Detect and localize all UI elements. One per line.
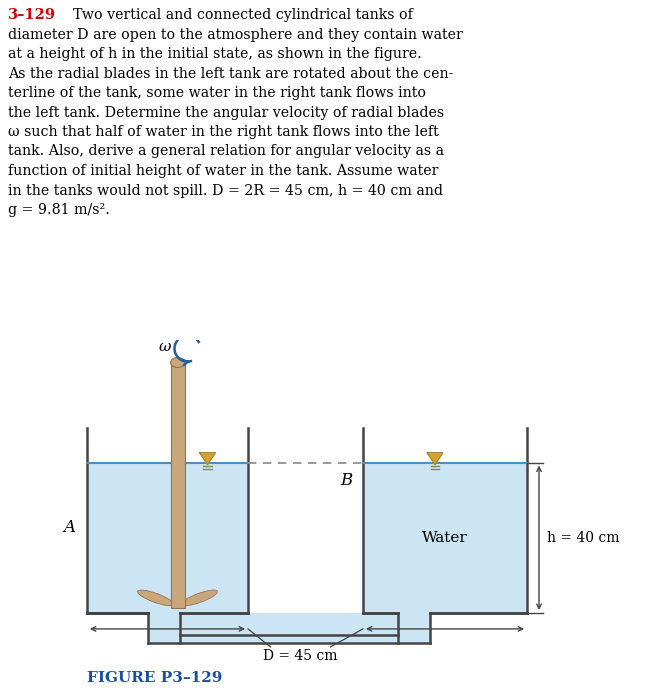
- Text: A: A: [63, 519, 75, 536]
- Text: tank. Also, derive a general relation for angular velocity as a: tank. Also, derive a general relation fo…: [8, 144, 444, 158]
- Text: FIGURE P3–129: FIGURE P3–129: [87, 671, 222, 685]
- Text: As the radial blades in the left tank are rotated about the cen-: As the radial blades in the left tank ar…: [8, 66, 453, 80]
- Text: in the tanks would not spill. D = 2R = 45 cm, h = 40 cm and: in the tanks would not spill. D = 2R = 4…: [8, 183, 443, 197]
- Ellipse shape: [182, 590, 217, 606]
- Text: g = 9.81 m/s².: g = 9.81 m/s².: [8, 203, 110, 217]
- Text: ω such that half of water in the right tank flows into the left: ω such that half of water in the right t…: [8, 125, 439, 139]
- Polygon shape: [199, 453, 216, 465]
- Bar: [87, 463, 248, 613]
- Ellipse shape: [171, 358, 184, 368]
- Text: D = 45 cm: D = 45 cm: [264, 649, 337, 663]
- Bar: [148, 613, 430, 643]
- Text: 3–129: 3–129: [8, 8, 56, 22]
- Text: terline of the tank, some water in the right tank flows into: terline of the tank, some water in the r…: [8, 86, 426, 100]
- Text: the left tank. Determine the angular velocity of radial blades: the left tank. Determine the angular vel…: [8, 106, 444, 120]
- Bar: [171, 363, 184, 608]
- Text: function of initial height of water in the tank. Assume water: function of initial height of water in t…: [8, 164, 438, 178]
- Text: Two vertical and connected cylindrical tanks of: Two vertical and connected cylindrical t…: [64, 8, 413, 22]
- Ellipse shape: [137, 590, 173, 606]
- Bar: [363, 463, 527, 613]
- Text: diameter D are open to the atmosphere and they contain water: diameter D are open to the atmosphere an…: [8, 27, 463, 41]
- Text: ω: ω: [158, 340, 171, 354]
- Text: Water: Water: [422, 531, 468, 545]
- Polygon shape: [427, 453, 443, 465]
- Text: B: B: [341, 473, 353, 489]
- Text: h = 40 cm: h = 40 cm: [547, 531, 619, 545]
- Text: at a height of h in the initial state, as shown in the figure.: at a height of h in the initial state, a…: [8, 47, 422, 61]
